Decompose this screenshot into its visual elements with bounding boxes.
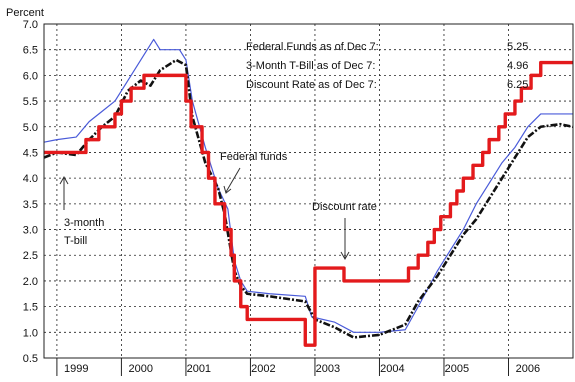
y-tick-label: 1.5	[23, 302, 38, 314]
annotation-tbill-line2: T-bill	[64, 235, 87, 247]
annotation-federal-funds-arrow	[225, 167, 241, 193]
info-label-discount-rate: Discount Rate as of Dec 7:	[246, 79, 377, 91]
annotations: Federal funds Discount rate 3-month T-bi…	[59, 151, 377, 261]
x-tick-label: 1999	[64, 363, 88, 375]
series-line-discount	[44, 60, 573, 347]
arrowhead-icon	[223, 185, 232, 194]
y-tick-label: 6.5	[23, 45, 38, 57]
x-tick-label: 2002	[251, 363, 275, 375]
y-axis-label: Percent	[6, 7, 44, 19]
y-tick-label: 4.5	[23, 147, 38, 159]
y-tick-label: 6.0	[23, 70, 38, 82]
y-tick-label: 1.0	[23, 327, 38, 339]
x-tick-label: 2005	[445, 363, 469, 375]
x-tick-label: 2000	[129, 363, 153, 375]
x-tick-label: 2004	[380, 363, 404, 375]
y-tick-label: 3.5	[23, 199, 38, 211]
x-tick-label: 2001	[187, 363, 211, 375]
y-tick-label: 2.5	[23, 250, 38, 262]
plot-frame	[43, 23, 574, 359]
info-label-federal-funds: Federal Funds as of Dec 7:	[246, 41, 379, 53]
y-tick-labels: 0.5 1.0 1.5 2.0 2.5 3.0 3.5 4.0 4.5 5.0 5.5 6.0 6.5 7…	[23, 19, 38, 365]
y-tick-label: 2.0	[23, 276, 38, 288]
info-value-tbill: 4.96	[507, 60, 528, 72]
series-group	[43, 38, 574, 347]
info-label-tbill: 3-Month T-Bill as of Dec 7:	[246, 60, 375, 72]
annotation-federal-funds: Federal funds	[220, 151, 288, 163]
y-tick-label: 7.0	[23, 19, 38, 31]
info-value-discount-rate: 6.25	[507, 79, 528, 91]
grid	[44, 24, 573, 376]
y-tick-label: 3.0	[23, 225, 38, 237]
annotation-tbill-line1: 3-month	[64, 217, 104, 229]
info-value-federal-funds: 5.25	[507, 41, 528, 53]
arrowhead-icon	[59, 175, 69, 185]
x-tick-label: 2006	[516, 363, 540, 375]
y-tick-label: 5.0	[23, 122, 38, 134]
info-box: Federal Funds as of Dec 7: 5.25 3-Month …	[246, 41, 528, 91]
y-tick-label: 0.5	[23, 353, 38, 365]
arrowhead-icon	[340, 251, 350, 261]
x-tick-label: 2003	[316, 363, 340, 375]
y-tick-label: 4.0	[23, 173, 38, 185]
series-line-fedfunds	[43, 38, 573, 333]
annotation-discount-rate: Discount rate	[312, 201, 377, 213]
x-tick-labels: 1999 2000 2001 2002 2003 2004 2005 2006	[64, 363, 540, 375]
y-tick-label: 5.5	[23, 96, 38, 108]
